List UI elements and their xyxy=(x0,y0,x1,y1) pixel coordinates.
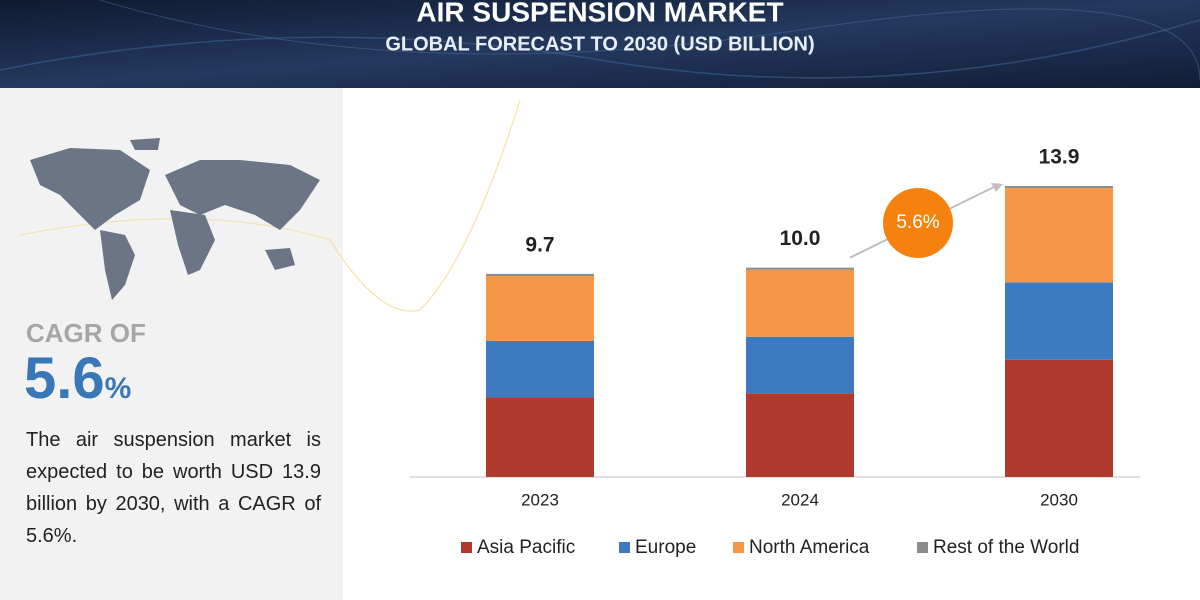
x-tick-label: 2030 xyxy=(1040,490,1078,509)
cagr-number: 5.6 xyxy=(24,346,105,411)
cagr-arrowhead xyxy=(991,183,1003,192)
x-tick-label: 2024 xyxy=(781,490,819,509)
legend-swatch xyxy=(619,542,630,553)
legend-label: Asia Pacific xyxy=(477,537,575,558)
bar-segment xyxy=(1005,282,1113,360)
header-decor xyxy=(0,19,1200,79)
bar-segment xyxy=(486,340,594,398)
bar-segment xyxy=(746,269,854,337)
world-map xyxy=(30,138,320,300)
cagr-unit: % xyxy=(104,372,132,405)
legend-swatch xyxy=(917,542,928,553)
annotation-bubble xyxy=(883,188,953,258)
bar-segment xyxy=(746,393,854,477)
description: The air suspension market is expected to… xyxy=(26,429,321,547)
legend-label: North America xyxy=(749,537,870,558)
total-label: 9.7 xyxy=(525,233,554,256)
annotation: 5.6% xyxy=(896,212,939,233)
bar-segment xyxy=(1005,186,1113,189)
legend-label: Europe xyxy=(635,537,696,558)
bar-segment xyxy=(1005,359,1113,477)
bar-segment xyxy=(486,273,594,277)
cagr-label: CAGR OF xyxy=(26,318,146,348)
bar-segment xyxy=(746,336,854,394)
subtitle: GLOBAL FORECAST TO 2030 (USD BILLION) xyxy=(385,33,814,55)
legend-label: Rest of the World xyxy=(933,537,1079,558)
total-label: 10.0 xyxy=(780,227,821,250)
legend-swatch xyxy=(461,542,472,553)
bar-segment xyxy=(486,397,594,477)
bar-segment xyxy=(746,267,854,270)
legend-swatch xyxy=(733,542,744,553)
header-decor xyxy=(99,0,1200,81)
bar-segment xyxy=(486,276,594,341)
decor-curve xyxy=(19,99,521,312)
total-label: 13.9 xyxy=(1039,146,1080,169)
x-tick-label: 2023 xyxy=(521,490,559,509)
header-bg xyxy=(0,0,1200,88)
cagr-value: 5.6% xyxy=(24,345,131,412)
title: AIR SUSPENSION MARKET xyxy=(416,0,783,27)
bar-segment xyxy=(1005,188,1113,283)
